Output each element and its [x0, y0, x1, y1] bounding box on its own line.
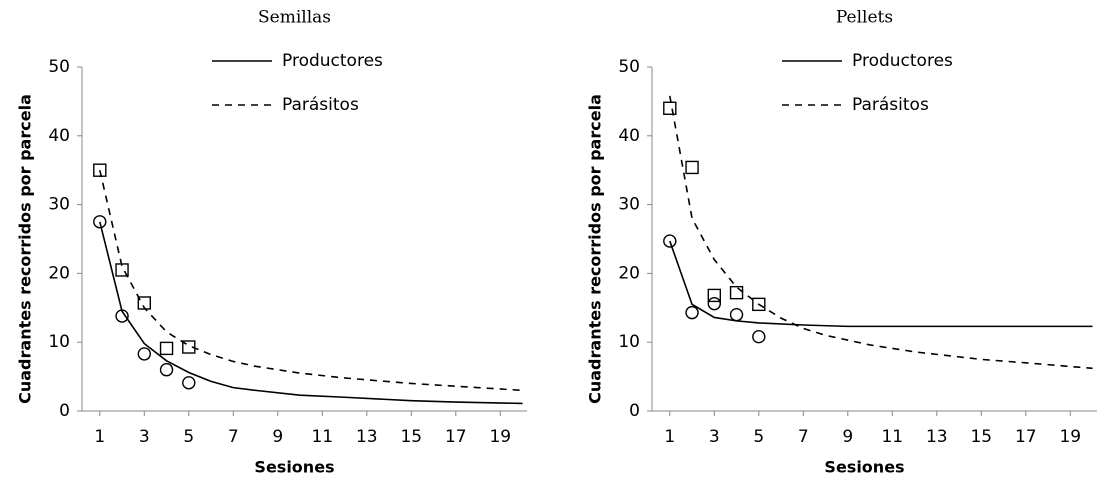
point [685, 160, 699, 175]
x-tick-label: 11 [311, 427, 333, 447]
point [93, 163, 107, 177]
y-tick-label: 30 [48, 195, 70, 215]
x-tick-label: 19 [489, 427, 511, 447]
y-tick-label: 10 [618, 332, 640, 352]
x-tick-label: 13 [926, 427, 948, 447]
point [707, 288, 721, 303]
y-tick-label: 40 [48, 126, 70, 146]
point [707, 296, 721, 311]
point [115, 309, 129, 323]
y-tick-label: 0 [59, 401, 70, 421]
x-tick-label: 9 [272, 427, 283, 447]
y-tick-label: 0 [629, 401, 640, 421]
x-tick-label: 13 [356, 427, 378, 447]
point [752, 297, 766, 312]
x-tick-label: 15 [970, 427, 992, 447]
y-tick-label: 40 [618, 126, 640, 146]
x-axis-label: Sesiones [824, 458, 904, 477]
fit-line [669, 95, 1093, 370]
point [159, 363, 174, 377]
x-tick-label: 17 [1015, 427, 1037, 447]
point [685, 305, 699, 320]
point [159, 341, 174, 356]
point [182, 340, 196, 354]
point [729, 285, 744, 300]
x-axis-label: Sesiones [254, 458, 334, 477]
fit-line [669, 240, 1093, 328]
y-tick-label: 50 [48, 57, 70, 77]
point [182, 376, 196, 390]
x-tick-label: 1 [664, 427, 675, 447]
x-tick-label: 7 [798, 427, 809, 447]
y-tick-label: 50 [618, 57, 640, 77]
x-tick-label: 15 [400, 427, 422, 447]
x-tick-label: 11 [881, 427, 903, 447]
point [663, 101, 677, 115]
point [752, 329, 766, 344]
x-tick-label: 5 [183, 427, 194, 447]
legend-label: Productores [852, 51, 953, 71]
x-tick-label: 5 [753, 427, 764, 447]
x-tick-label: 1 [94, 427, 105, 447]
chart-title: Pellets [836, 8, 893, 28]
y-axis-label: Cuadrantes recorridos por parcela [16, 94, 35, 404]
legend-label: Parásitos [282, 95, 359, 115]
x-tick-label: 7 [228, 427, 239, 447]
legend-label: Productores [282, 51, 383, 71]
x-tick-label: 19 [1059, 427, 1081, 447]
y-tick-label: 20 [48, 263, 70, 283]
chart-title: Semillas [258, 8, 331, 28]
point [137, 296, 152, 310]
point [93, 215, 107, 229]
point [663, 234, 677, 248]
y-tick-label: 30 [618, 195, 640, 215]
point [729, 307, 744, 322]
y-tick-label: 10 [48, 332, 70, 352]
legend-label: Parásitos [852, 95, 929, 115]
x-tick-label: 9 [842, 427, 853, 447]
point [115, 263, 129, 277]
y-tick-label: 20 [618, 263, 640, 283]
x-tick-label: 3 [709, 427, 720, 447]
fit-line [99, 170, 523, 392]
x-tick-label: 3 [139, 427, 150, 447]
fit-line [99, 221, 523, 405]
point [137, 347, 152, 361]
y-axis-label: Cuadrantes recorridos por parcela [586, 94, 605, 404]
x-tick-label: 17 [445, 427, 467, 447]
